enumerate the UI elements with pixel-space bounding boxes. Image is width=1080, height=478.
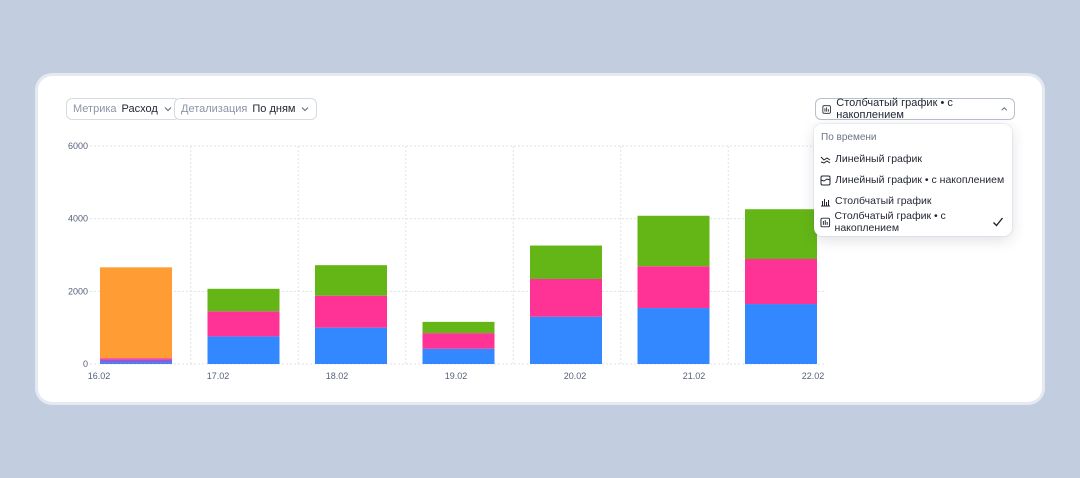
chevron-up-icon <box>1000 107 1007 111</box>
bar-segment <box>637 215 710 267</box>
bar-segment <box>100 358 172 360</box>
bar-segment <box>745 209 817 259</box>
chart-card: Метрика Расход Детализация По дням Столб… <box>38 76 1042 402</box>
bar-segment <box>422 321 495 334</box>
stacked-line-chart-icon <box>820 175 831 185</box>
dropdown-item-line-chart[interactable]: Линейный график <box>820 150 1006 168</box>
checkmark-icon <box>993 217 1004 227</box>
x-tick-label: 19.02 <box>445 371 468 381</box>
bar-chart-icon <box>821 198 830 206</box>
bar-segment <box>745 258 817 305</box>
bar-segment <box>315 295 387 328</box>
x-tick-label: 17.02 <box>207 371 230 381</box>
line-chart-icon <box>820 156 831 164</box>
bar-segment <box>637 308 710 364</box>
dropdown-item-stacked-bar-chart[interactable]: Столбчатый график • с накоплением <box>820 210 1006 234</box>
stacked-bar-chart-icon <box>822 104 831 114</box>
detail-select[interactable]: Детализация По дням <box>174 98 318 120</box>
chart-type-dropdown: По времени Линейный график Линейный граф… <box>814 124 1012 236</box>
bar-segment <box>207 336 280 364</box>
y-tick-label: 2000 <box>68 286 88 296</box>
x-tick-label: 21.02 <box>683 371 706 381</box>
stacked-bar-chart: 0 2000 4000 6000 16.02 17.02 18.02 19.02 20.02 21… <box>68 141 826 381</box>
bar-segment <box>530 278 602 317</box>
bar-segment <box>315 265 387 296</box>
chevron-down-icon <box>164 107 172 112</box>
chevron-down-icon <box>302 107 309 112</box>
dropdown-item-label: Линейный график • с накоплением <box>835 174 1005 186</box>
chart-type-select-value: Столбчатый график • с накоплением <box>836 97 953 121</box>
dropdown-item-bar-chart[interactable]: Столбчатый график <box>820 192 1006 210</box>
bar-segment <box>530 316 602 364</box>
bar-segment <box>207 288 280 312</box>
y-tick-label: 6000 <box>68 141 88 151</box>
x-tick-label: 16.02 <box>88 371 111 381</box>
bar-segment <box>422 348 495 364</box>
dropdown-item-stacked-line-chart[interactable]: Линейный график • с накоплением <box>820 171 1006 189</box>
dropdown-item-label: Линейный график <box>835 153 922 165</box>
dropdown-header: По времени <box>821 132 877 143</box>
y-tick-label: 4000 <box>68 214 88 224</box>
bar-segment <box>745 304 817 364</box>
detail-select-label: Детализация <box>181 103 248 115</box>
metric-select-value: Расход <box>121 103 158 115</box>
bar-segment <box>530 245 602 279</box>
x-tick-label: 22.02 <box>802 371 825 381</box>
bar-segment <box>315 327 387 364</box>
metric-select[interactable]: Метрика Расход <box>66 98 180 120</box>
bar-segment <box>100 267 172 359</box>
dropdown-item-label: Столбчатый график • с накоплением <box>834 210 946 234</box>
x-tick-label: 18.02 <box>326 371 349 381</box>
metric-select-label: Метрика <box>73 103 117 115</box>
x-tick-label: 20.02 <box>564 371 587 381</box>
dropdown-item-label: Столбчатый график <box>835 195 932 207</box>
bar-segment <box>100 359 172 363</box>
y-tick-label: 0 <box>83 359 88 369</box>
detail-select-value: По дням <box>252 103 296 115</box>
stacked-bar-chart-icon <box>820 217 831 227</box>
bar-segment <box>637 266 710 309</box>
bar-segment <box>100 362 172 364</box>
chart-type-select[interactable]: Столбчатый график • с накоплением <box>815 97 1015 121</box>
bar-segment <box>422 333 495 349</box>
bar-segment <box>207 311 280 337</box>
